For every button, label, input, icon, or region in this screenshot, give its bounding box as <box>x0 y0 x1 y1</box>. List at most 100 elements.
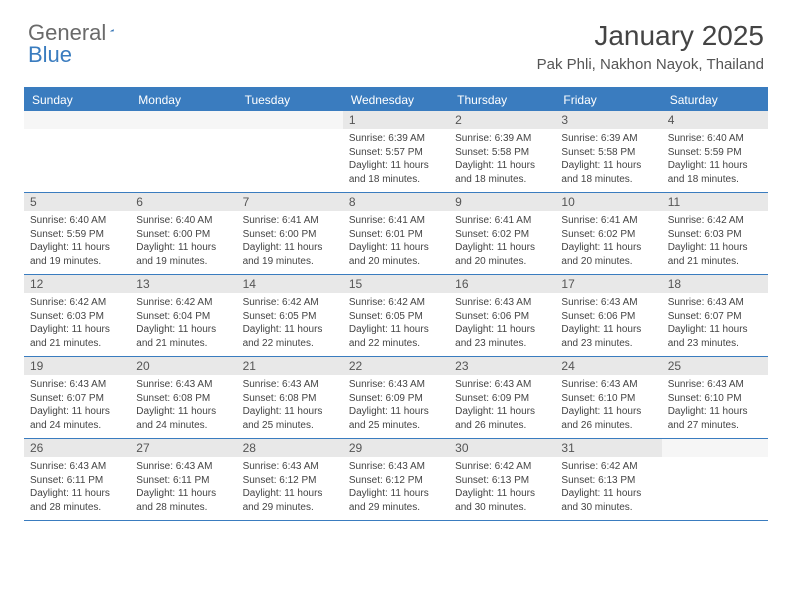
calendar-week-row: 1Sunrise: 6:39 AMSunset: 5:57 PMDaylight… <box>24 111 768 193</box>
day-number: 20 <box>130 357 236 375</box>
calendar-day-cell: 8Sunrise: 6:41 AMSunset: 6:01 PMDaylight… <box>343 193 449 274</box>
day-details: Sunrise: 6:42 AMSunset: 6:05 PMDaylight:… <box>343 293 449 356</box>
day-number: 11 <box>662 193 768 211</box>
daylight-line: Daylight: 11 hours and 19 minutes. <box>30 241 124 268</box>
day-details: Sunrise: 6:41 AMSunset: 6:02 PMDaylight:… <box>555 211 661 274</box>
day-number: 19 <box>24 357 130 375</box>
daylight-line: Daylight: 11 hours and 26 minutes. <box>455 405 549 432</box>
calendar-day-cell: 13Sunrise: 6:42 AMSunset: 6:04 PMDayligh… <box>130 275 236 356</box>
sunset-line: Sunset: 6:07 PM <box>30 392 124 406</box>
calendar-day-cell: 1Sunrise: 6:39 AMSunset: 5:57 PMDaylight… <box>343 111 449 192</box>
calendar-day-cell: 25Sunrise: 6:43 AMSunset: 6:10 PMDayligh… <box>662 357 768 438</box>
day-details: Sunrise: 6:42 AMSunset: 6:03 PMDaylight:… <box>662 211 768 274</box>
calendar-day-cell: 3Sunrise: 6:39 AMSunset: 5:58 PMDaylight… <box>555 111 661 192</box>
day-details: Sunrise: 6:43 AMSunset: 6:11 PMDaylight:… <box>24 457 130 520</box>
sunset-line: Sunset: 6:08 PM <box>136 392 230 406</box>
day-number: 17 <box>555 275 661 293</box>
sunrise-line: Sunrise: 6:39 AM <box>455 132 549 146</box>
sunrise-line: Sunrise: 6:41 AM <box>349 214 443 228</box>
sunset-line: Sunset: 6:00 PM <box>136 228 230 242</box>
daylight-line: Daylight: 11 hours and 19 minutes. <box>243 241 337 268</box>
daylight-line: Daylight: 11 hours and 29 minutes. <box>243 487 337 514</box>
sunset-line: Sunset: 5:59 PM <box>30 228 124 242</box>
sunset-line: Sunset: 6:13 PM <box>455 474 549 488</box>
day-details: Sunrise: 6:43 AMSunset: 6:12 PMDaylight:… <box>343 457 449 520</box>
month-title: January 2025 <box>537 20 764 52</box>
day-number: 31 <box>555 439 661 457</box>
day-details: Sunrise: 6:41 AMSunset: 6:01 PMDaylight:… <box>343 211 449 274</box>
day-number: 28 <box>237 439 343 457</box>
day-details: Sunrise: 6:43 AMSunset: 6:08 PMDaylight:… <box>130 375 236 438</box>
daylight-line: Daylight: 11 hours and 24 minutes. <box>30 405 124 432</box>
daylight-line: Daylight: 11 hours and 20 minutes. <box>455 241 549 268</box>
daylight-line: Daylight: 11 hours and 18 minutes. <box>455 159 549 186</box>
sunrise-line: Sunrise: 6:42 AM <box>561 460 655 474</box>
sunset-line: Sunset: 6:12 PM <box>243 474 337 488</box>
day-details: Sunrise: 6:39 AMSunset: 5:58 PMDaylight:… <box>449 129 555 192</box>
sunrise-line: Sunrise: 6:43 AM <box>136 378 230 392</box>
calendar-day-cell: 17Sunrise: 6:43 AMSunset: 6:06 PMDayligh… <box>555 275 661 356</box>
daylight-line: Daylight: 11 hours and 18 minutes. <box>668 159 762 186</box>
day-details: Sunrise: 6:42 AMSunset: 6:04 PMDaylight:… <box>130 293 236 356</box>
sunrise-line: Sunrise: 6:41 AM <box>455 214 549 228</box>
day-number: 9 <box>449 193 555 211</box>
calendar-day-cell: 29Sunrise: 6:43 AMSunset: 6:12 PMDayligh… <box>343 439 449 520</box>
day-details: Sunrise: 6:43 AMSunset: 6:07 PMDaylight:… <box>662 293 768 356</box>
sunset-line: Sunset: 6:03 PM <box>30 310 124 324</box>
sunrise-line: Sunrise: 6:43 AM <box>455 296 549 310</box>
sunset-line: Sunset: 6:07 PM <box>668 310 762 324</box>
calendar-week-row: 19Sunrise: 6:43 AMSunset: 6:07 PMDayligh… <box>24 357 768 439</box>
sunset-line: Sunset: 6:11 PM <box>30 474 124 488</box>
day-details: Sunrise: 6:42 AMSunset: 6:03 PMDaylight:… <box>24 293 130 356</box>
sunset-line: Sunset: 6:06 PM <box>561 310 655 324</box>
sunset-line: Sunset: 6:02 PM <box>455 228 549 242</box>
sunrise-line: Sunrise: 6:41 AM <box>561 214 655 228</box>
day-number: 23 <box>449 357 555 375</box>
day-number: 1 <box>343 111 449 129</box>
day-number: 4 <box>662 111 768 129</box>
sunrise-line: Sunrise: 6:39 AM <box>561 132 655 146</box>
calendar-week-row: 12Sunrise: 6:42 AMSunset: 6:03 PMDayligh… <box>24 275 768 357</box>
sunrise-line: Sunrise: 6:42 AM <box>455 460 549 474</box>
day-number: 3 <box>555 111 661 129</box>
daylight-line: Daylight: 11 hours and 23 minutes. <box>561 323 655 350</box>
daylight-line: Daylight: 11 hours and 29 minutes. <box>349 487 443 514</box>
day-details: Sunrise: 6:43 AMSunset: 6:06 PMDaylight:… <box>555 293 661 356</box>
sunrise-line: Sunrise: 6:42 AM <box>30 296 124 310</box>
sunset-line: Sunset: 6:06 PM <box>455 310 549 324</box>
day-details: Sunrise: 6:43 AMSunset: 6:11 PMDaylight:… <box>130 457 236 520</box>
daylight-line: Daylight: 11 hours and 23 minutes. <box>668 323 762 350</box>
daylight-line: Daylight: 11 hours and 22 minutes. <box>349 323 443 350</box>
calendar-day-cell <box>24 111 130 192</box>
day-number: 13 <box>130 275 236 293</box>
day-number: 29 <box>343 439 449 457</box>
sunrise-line: Sunrise: 6:39 AM <box>349 132 443 146</box>
calendar-grid: SundayMondayTuesdayWednesdayThursdayFrid… <box>24 87 768 521</box>
sunrise-line: Sunrise: 6:43 AM <box>243 378 337 392</box>
daylight-line: Daylight: 11 hours and 21 minutes. <box>668 241 762 268</box>
daylight-line: Daylight: 11 hours and 22 minutes. <box>243 323 337 350</box>
sunrise-line: Sunrise: 6:43 AM <box>561 296 655 310</box>
sunrise-line: Sunrise: 6:43 AM <box>30 460 124 474</box>
day-number: 30 <box>449 439 555 457</box>
sunset-line: Sunset: 6:01 PM <box>349 228 443 242</box>
day-number: 18 <box>662 275 768 293</box>
sunrise-line: Sunrise: 6:42 AM <box>136 296 230 310</box>
daylight-line: Daylight: 11 hours and 28 minutes. <box>30 487 124 514</box>
day-number: 2 <box>449 111 555 129</box>
day-number: 5 <box>24 193 130 211</box>
calendar-week-row: 26Sunrise: 6:43 AMSunset: 6:11 PMDayligh… <box>24 439 768 521</box>
sunset-line: Sunset: 6:09 PM <box>455 392 549 406</box>
brand-part2: Blue <box>28 42 72 67</box>
sunrise-line: Sunrise: 6:43 AM <box>349 378 443 392</box>
weekday-header-cell: Thursday <box>449 89 555 111</box>
calendar-day-cell: 21Sunrise: 6:43 AMSunset: 6:08 PMDayligh… <box>237 357 343 438</box>
sunset-line: Sunset: 6:08 PM <box>243 392 337 406</box>
title-block: January 2025 Pak Phli, Nakhon Nayok, Tha… <box>537 20 764 73</box>
empty-day <box>662 439 768 457</box>
sunrise-line: Sunrise: 6:40 AM <box>668 132 762 146</box>
day-details: Sunrise: 6:41 AMSunset: 6:02 PMDaylight:… <box>449 211 555 274</box>
sunset-line: Sunset: 6:05 PM <box>349 310 443 324</box>
daylight-line: Daylight: 11 hours and 24 minutes. <box>136 405 230 432</box>
sunset-line: Sunset: 6:13 PM <box>561 474 655 488</box>
